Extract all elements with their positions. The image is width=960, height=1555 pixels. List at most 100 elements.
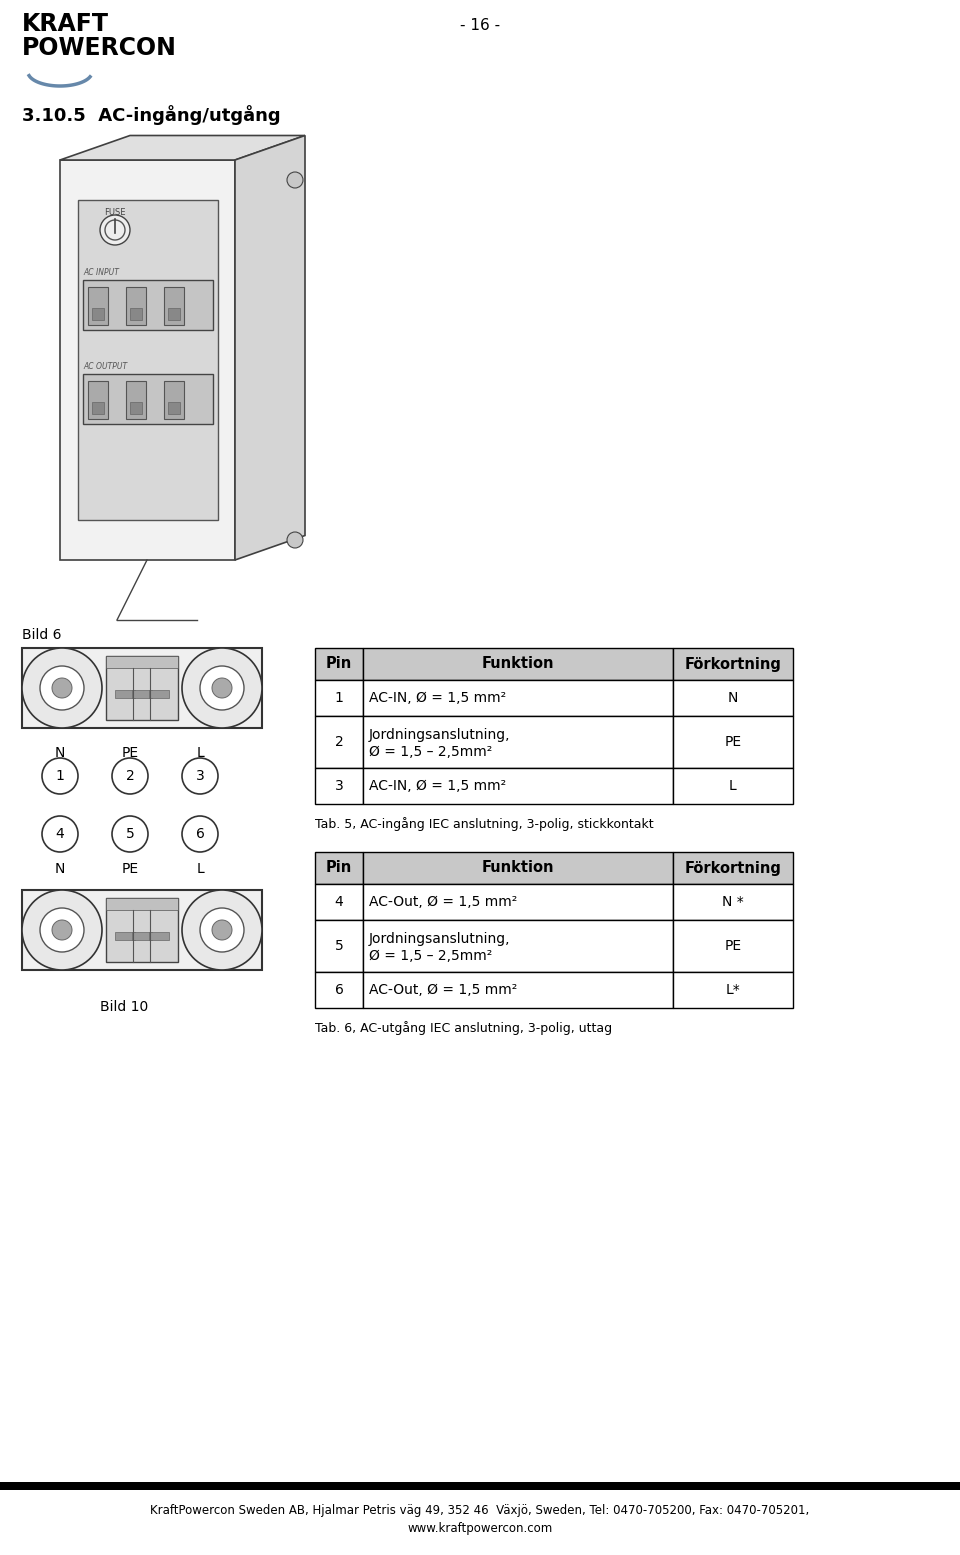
Text: AC-IN, Ø = 1,5 mm²: AC-IN, Ø = 1,5 mm²	[369, 779, 506, 793]
Bar	[315, 852, 363, 883]
Circle shape	[212, 678, 232, 698]
Text: Funktion: Funktion	[482, 860, 554, 875]
Text: PE: PE	[121, 746, 138, 760]
Circle shape	[182, 816, 218, 852]
Circle shape	[22, 648, 102, 728]
Bar	[168, 308, 180, 320]
Text: 6: 6	[335, 983, 344, 997]
Bar	[132, 931, 152, 941]
Circle shape	[52, 921, 72, 941]
Circle shape	[40, 908, 84, 952]
Bar	[130, 403, 142, 414]
Text: L: L	[196, 746, 204, 760]
Bar	[673, 972, 793, 1008]
Bar	[106, 656, 178, 669]
Bar	[315, 680, 363, 715]
Bar	[315, 972, 363, 1008]
Text: AC-Out, Ø = 1,5 mm²: AC-Out, Ø = 1,5 mm²	[369, 896, 517, 910]
Bar	[168, 403, 180, 414]
Bar	[673, 648, 793, 680]
Bar	[363, 680, 673, 715]
Text: Bild 10: Bild 10	[100, 1000, 148, 1014]
Text: Ø = 1,5 – 2,5mm²: Ø = 1,5 – 2,5mm²	[369, 745, 492, 759]
Text: KRAFT: KRAFT	[22, 12, 109, 36]
Circle shape	[182, 648, 262, 728]
Bar	[106, 656, 178, 720]
Bar	[315, 883, 363, 921]
Bar	[92, 308, 104, 320]
Bar	[92, 403, 104, 414]
Text: PE: PE	[725, 736, 741, 750]
Bar	[78, 201, 218, 519]
Circle shape	[22, 889, 102, 970]
Text: KraftPowercon Sweden AB, Hjalmar Petris väg 49, 352 46  Växjö, Sweden, Tel: 0470: KraftPowercon Sweden AB, Hjalmar Petris …	[151, 1504, 809, 1518]
Text: L: L	[196, 861, 204, 875]
Text: N *: N *	[722, 896, 744, 910]
Text: 3: 3	[335, 779, 344, 793]
Bar	[114, 931, 134, 941]
Bar	[22, 889, 262, 970]
Bar	[150, 690, 169, 698]
Bar	[363, 648, 673, 680]
Bar	[0, 1482, 960, 1490]
Text: 3.10.5  AC-ingång/utgång: 3.10.5 AC-ingång/utgång	[22, 106, 280, 124]
Circle shape	[200, 666, 244, 711]
Text: N: N	[728, 690, 738, 704]
Bar	[106, 897, 178, 963]
Text: Ø = 1,5 – 2,5mm²: Ø = 1,5 – 2,5mm²	[369, 949, 492, 963]
Circle shape	[212, 921, 232, 941]
Bar	[363, 768, 673, 804]
Text: 4: 4	[56, 827, 64, 841]
Text: - 16 -: - 16 -	[460, 19, 500, 33]
Bar	[83, 280, 213, 330]
Bar	[363, 921, 673, 972]
Bar	[126, 288, 146, 325]
Text: Tab. 5, AC-ingång IEC anslutning, 3-polig, stickkontakt: Tab. 5, AC-ingång IEC anslutning, 3-poli…	[315, 816, 654, 830]
Circle shape	[182, 757, 218, 795]
Bar	[150, 931, 169, 941]
Text: AC INPUT: AC INPUT	[83, 267, 119, 277]
Circle shape	[42, 757, 78, 795]
Bar	[88, 381, 108, 418]
Bar	[363, 972, 673, 1008]
Text: POWERCON: POWERCON	[22, 36, 177, 61]
Text: AC-IN, Ø = 1,5 mm²: AC-IN, Ø = 1,5 mm²	[369, 690, 506, 704]
Bar	[315, 768, 363, 804]
Bar	[673, 768, 793, 804]
Circle shape	[40, 666, 84, 711]
Text: 2: 2	[126, 770, 134, 784]
Text: L*: L*	[726, 983, 740, 997]
Text: FUSE: FUSE	[105, 208, 126, 218]
Bar	[673, 883, 793, 921]
Bar	[673, 715, 793, 768]
Bar	[132, 690, 152, 698]
Bar	[673, 921, 793, 972]
Bar	[83, 375, 213, 425]
Text: Bild 6: Bild 6	[22, 628, 61, 642]
Circle shape	[112, 757, 148, 795]
Bar	[164, 288, 184, 325]
Text: PE: PE	[725, 939, 741, 953]
Bar	[363, 852, 673, 883]
Bar	[315, 648, 363, 680]
Text: 1: 1	[335, 690, 344, 704]
Text: 5: 5	[335, 939, 344, 953]
Text: 6: 6	[196, 827, 204, 841]
Text: 5: 5	[126, 827, 134, 841]
Bar	[363, 883, 673, 921]
Bar	[60, 160, 235, 560]
Text: AC-Out, Ø = 1,5 mm²: AC-Out, Ø = 1,5 mm²	[369, 983, 517, 997]
Text: PE: PE	[121, 861, 138, 875]
Text: 1: 1	[56, 770, 64, 784]
Circle shape	[112, 816, 148, 852]
Circle shape	[52, 678, 72, 698]
Text: Pin: Pin	[325, 656, 352, 672]
Circle shape	[287, 532, 303, 547]
Bar	[130, 308, 142, 320]
Text: Tab. 6, AC-utgång IEC anslutning, 3-polig, uttag: Tab. 6, AC-utgång IEC anslutning, 3-poli…	[315, 1022, 612, 1036]
Text: N: N	[55, 861, 65, 875]
Bar	[88, 288, 108, 325]
Polygon shape	[235, 135, 305, 560]
Text: AC OUTPUT: AC OUTPUT	[83, 362, 127, 372]
Text: 3: 3	[196, 770, 204, 784]
